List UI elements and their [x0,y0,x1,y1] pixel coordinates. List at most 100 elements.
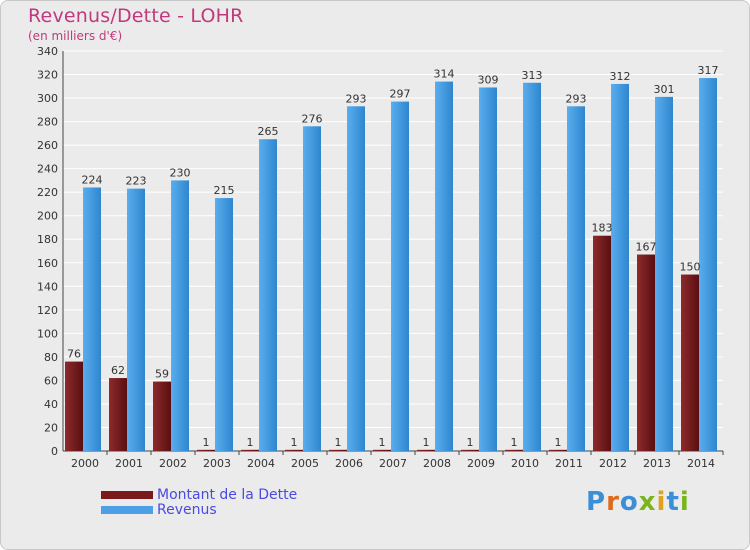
y-tick-label: 20 [44,421,58,434]
debt-bar [461,449,479,451]
debt-value-label: 1 [335,436,342,449]
logo-letter: P [586,487,607,517]
legend-label-revenue: Revenus [157,501,217,518]
debt-bar [329,449,347,451]
logo-letter: r [606,487,620,517]
debt-value-label: 59 [155,368,169,381]
revenue-bar [479,87,497,452]
y-tick-label: 80 [44,351,58,364]
debt-bar [681,274,699,451]
x-tick-label: 2007 [379,457,407,470]
logo-letter: i [656,487,667,517]
chart-unit-label: (en milliers d'€) [28,29,123,43]
revenue-value-label: 276 [302,112,323,125]
revenue-bar [259,139,277,451]
x-tick-label: 2002 [159,457,187,470]
y-tick-label: 220 [37,186,58,199]
revenue-value-label: 223 [126,175,147,188]
y-tick-label: 180 [37,233,58,246]
debt-value-label: 1 [379,436,386,449]
x-tick-label: 2013 [643,457,671,470]
debt-value-label: 1 [555,436,562,449]
debt-value-label: 1 [467,436,474,449]
debt-value-label: 150 [680,261,701,274]
debt-value-label: 167 [636,241,657,254]
revenue-bar [303,126,321,451]
y-tick-label: 320 [37,69,58,82]
debt-value-label: 62 [111,364,125,377]
debt-value-label: 1 [203,436,210,449]
revenue-value-label: 293 [566,92,587,105]
debt-bar [153,381,171,451]
debt-bar [241,449,259,451]
x-tick-label: 2003 [203,457,231,470]
debt-bar [593,235,611,451]
debt-value-label: 1 [511,436,518,449]
y-tick-label: 300 [37,92,58,105]
logo-letter: t [666,487,680,517]
x-tick-label: 2009 [467,457,495,470]
revenue-bar [391,101,409,452]
y-tick-label: 340 [37,45,58,58]
revenue-value-label: 230 [170,166,191,179]
legend-item-debt: Montant de la Dette [101,486,298,503]
y-tick-label: 140 [37,280,58,293]
revenue-value-label: 313 [522,69,543,82]
revenue-bar [127,188,145,451]
x-tick-label: 2014 [687,457,715,470]
debt-bar [373,449,391,451]
y-tick-label: 280 [37,116,58,129]
x-tick-label: 2008 [423,457,451,470]
x-tick-label: 2006 [335,457,363,470]
debt-bar [549,449,567,451]
debt-bar [505,449,523,451]
revenue-value-label: 309 [478,73,499,86]
y-tick-label: 260 [37,139,58,152]
y-tick-label: 240 [37,163,58,176]
chart-title: Revenus/Dette - LOHR [28,5,244,27]
debt-bar [197,449,215,451]
x-tick-label: 2011 [555,457,583,470]
logo-letter: i [679,487,690,517]
y-tick-label: 40 [44,398,58,411]
revenue-bar [215,198,233,451]
revenue-bar [347,106,365,451]
legend-swatch-revenue [101,505,153,514]
debt-value-label: 76 [67,348,81,361]
revenue-value-label: 317 [698,64,719,77]
revenue-value-label: 312 [610,70,631,83]
debt-value-label: 1 [423,436,430,449]
revenue-bar [171,180,189,452]
revenue-bar [523,82,541,451]
y-tick-label: 0 [51,445,58,458]
debt-bar [65,361,83,451]
y-tick-label: 160 [37,257,58,270]
revenue-bar [655,96,673,451]
debt-bar [285,449,303,451]
logo-letter: o [619,487,639,517]
debt-value-label: 183 [592,222,613,235]
revenue-bar [83,187,101,451]
revenue-bar [611,83,629,452]
revenue-value-label: 297 [390,88,411,101]
logo-letter: x [638,487,657,517]
revenue-value-label: 224 [82,173,103,186]
revenue-value-label: 215 [214,184,235,197]
legend: Montant de la Dette Revenus [101,486,298,518]
x-tick-label: 2001 [115,457,143,470]
proxiti-logo: Proxiti [586,487,690,517]
debt-bar [109,378,127,451]
legend-label-debt: Montant de la Dette [157,486,298,503]
legend-swatch-debt [101,490,153,499]
debt-value-label: 1 [247,436,254,449]
revenue-bar [435,81,453,452]
revenue-value-label: 265 [258,125,279,138]
debt-value-label: 1 [291,436,298,449]
revenue-value-label: 314 [434,68,455,81]
x-tick-label: 2004 [247,457,275,470]
x-tick-label: 2010 [511,457,539,470]
debt-bar [637,254,655,451]
y-tick-label: 120 [37,304,58,317]
